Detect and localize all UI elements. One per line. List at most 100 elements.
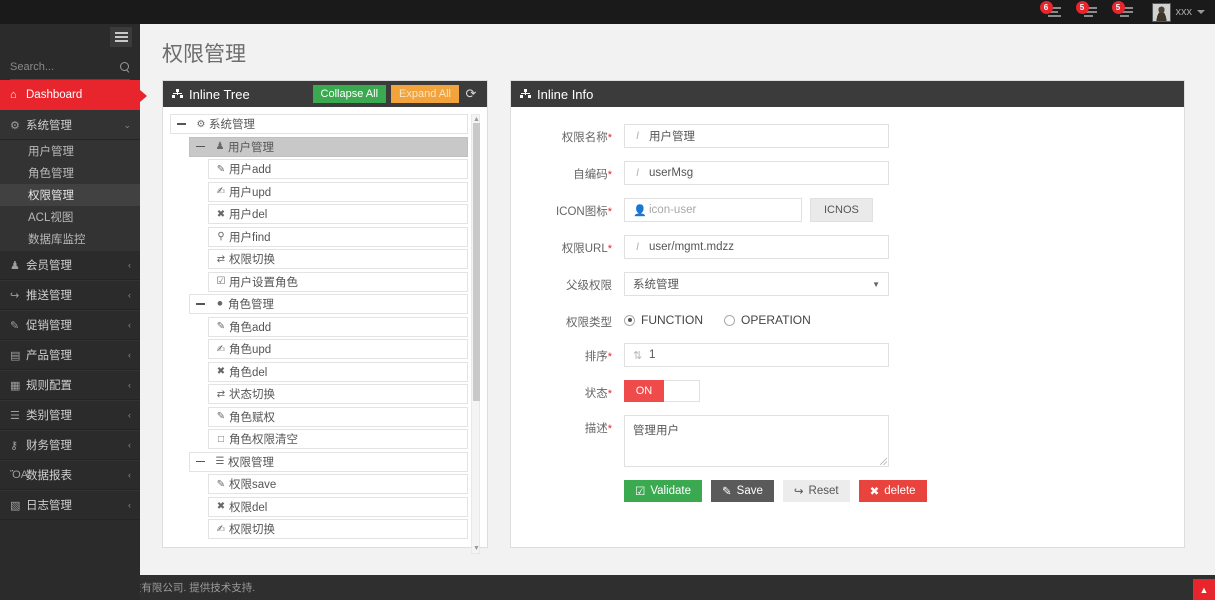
tree-node-label: 角色管理: [228, 299, 274, 311]
scroll-down-icon[interactable]: ▼: [473, 545, 480, 552]
sidebar-item-9[interactable]: ὌA 数据报表 ‹: [0, 460, 140, 490]
tree-scrollbar[interactable]: ▲ ▼: [471, 114, 480, 554]
status-toggle-on-label: ON: [624, 380, 664, 402]
hamburger-icon[interactable]: [110, 27, 132, 47]
chevron-left-icon: ‹: [128, 500, 131, 510]
chevron-left-icon: ‹: [128, 260, 131, 270]
sidebar-subitem-2[interactable]: 权限管理: [0, 184, 140, 206]
collapse-all-button[interactable]: Collapse All: [312, 85, 387, 103]
sidebar-item-label: 规则配置: [26, 380, 72, 392]
search-input[interactable]: [10, 60, 105, 73]
expand-all-button[interactable]: Expand All: [391, 85, 459, 103]
collapse-toggle-icon[interactable]: [196, 145, 205, 148]
parent-label: 父级权限: [566, 280, 612, 292]
tree-node[interactable]: ✍ 权限切换: [208, 519, 468, 539]
collapse-toggle-icon[interactable]: [196, 460, 205, 463]
info-panel-header: Inline Info: [511, 81, 1184, 107]
sidebar-subitem-0[interactable]: 用户管理: [28, 146, 74, 158]
table-icon: ▦: [10, 379, 21, 392]
search-icon[interactable]: [120, 61, 130, 72]
tree-node[interactable]: ✎ 角色add: [208, 316, 468, 337]
refresh-icon[interactable]: ⟳: [465, 86, 477, 101]
validate-button[interactable]: ☑ Validate: [624, 480, 703, 502]
tree-node[interactable]: ✍ 角色upd: [208, 339, 468, 359]
cogs-icon: ⚙: [196, 118, 206, 130]
sidebar-item-3[interactable]: ↪ 推送管理 ‹: [0, 280, 140, 310]
tree-node[interactable]: ☰ 权限管理: [189, 451, 468, 472]
alerts-notification[interactable]: 5: [1111, 0, 1138, 24]
sidebar-subitem-3[interactable]: ACL视图: [28, 212, 74, 224]
radio-dot-icon[interactable]: [724, 314, 735, 326]
user-icon: 👤: [633, 204, 647, 217]
chevron-down-icon: [1197, 10, 1205, 14]
radio-operation[interactable]: OPERATION: [724, 313, 811, 327]
tree-node[interactable]: □ 角色权限清空: [208, 429, 468, 449]
sidebar-search[interactable]: [10, 54, 130, 80]
tree-node[interactable]: ⇄ 状态切换: [208, 384, 468, 404]
sidebar-subitem-1[interactable]: 角色管理: [28, 168, 74, 180]
order-control: ⇅ 1: [624, 343, 1162, 367]
permission-code-input[interactable]: I userMsg: [624, 161, 889, 185]
tree-scrollbar-thumb[interactable]: [473, 123, 480, 401]
tree-node-label: 权限save: [229, 479, 277, 491]
tree-node[interactable]: ✖ 角色del: [208, 361, 468, 382]
radio-function[interactable]: FUNCTION: [624, 313, 703, 327]
sidebar-item-label: 推送管理: [26, 290, 72, 302]
parent-permission-select[interactable]: 系统管理 ▼: [624, 272, 889, 296]
sidebar-item-7[interactable]: ☰ 类别管理 ‹: [0, 400, 140, 430]
desc-label: 描述*: [584, 423, 612, 435]
sidebar-item-1[interactable]: ⚙ 系统管理 ⌄: [0, 110, 140, 140]
sidebar-item-4[interactable]: ✎ 促销管理 ‹: [0, 310, 140, 340]
messages-notification[interactable]: 5: [1075, 0, 1102, 24]
tree-panel-header: Inline Tree Collapse All Expand All ⟳: [163, 81, 487, 107]
tree-node[interactable]: ✖ 用户del: [208, 204, 468, 224]
delete-button[interactable]: ✖ delete: [858, 480, 927, 502]
tree-node[interactable]: ☑ 用户设置角色: [208, 271, 468, 292]
tree-node[interactable]: ✖ 权限del: [208, 496, 468, 517]
tree-node[interactable]: ✎ 用户add: [208, 159, 468, 179]
collapse-toggle-icon[interactable]: [177, 123, 186, 125]
icnos-button[interactable]: ICNOS: [810, 198, 873, 222]
share-icon: ↪: [10, 289, 20, 302]
status-toggle[interactable]: ON: [624, 380, 700, 402]
radio-label: FUNCTION: [641, 313, 703, 327]
sidebar-item-6[interactable]: ▦ 规则配置 ‹: [0, 370, 140, 400]
sidebar-subitem-4[interactable]: 数据库监控: [28, 234, 86, 246]
tree-node[interactable]: ♟ 用户管理: [189, 136, 468, 157]
tree-node-label: 用户find: [229, 231, 271, 244]
tree-node[interactable]: ✎ 权限save: [208, 474, 468, 494]
save-button[interactable]: ✎ Save: [711, 480, 774, 502]
permission-url-value: user/mgmt.mdzz: [649, 241, 734, 253]
sidebar-item-5[interactable]: ▤ 产品管理 ‹: [0, 340, 140, 370]
chevron-down-icon: ▼: [872, 279, 880, 289]
tasks-notification[interactable]: 6: [1039, 0, 1066, 24]
radio-dot-icon[interactable]: [624, 314, 635, 326]
tree-panel-title-wrap: Inline Tree: [172, 87, 308, 102]
permission-name-input[interactable]: I 用户管理: [624, 124, 889, 148]
tree-node-label: 用户del: [229, 209, 268, 221]
box-icon: ▤: [10, 349, 21, 362]
scroll-up-icon[interactable]: ▲: [473, 116, 480, 123]
tree-node[interactable]: ⚲ 用户find: [208, 226, 468, 247]
main-content: 权限管理 Inline Tree Collapse All Expand All…: [140, 24, 1215, 575]
sidebar-item-0[interactable]: ⌂ Dashboard: [0, 80, 147, 110]
tree-node-label: 权限切换: [229, 254, 275, 266]
tree-node[interactable]: ✍ 用户upd: [208, 181, 468, 202]
field-row-type: 权限类型 FUNCTION OPERATION: [511, 309, 1162, 330]
user-menu[interactable]: xxx: [1151, 2, 1210, 22]
sidebar-item-8[interactable]: ⚷ 财务管理 ‹: [0, 430, 140, 460]
permission-url-input[interactable]: I user/mgmt.mdzz: [624, 235, 889, 259]
top-bar: 6 5 5 xxx: [0, 0, 1215, 24]
tree-node[interactable]: ✎ 角色赋权: [208, 406, 468, 427]
reset-button[interactable]: ↪ Reset: [782, 480, 850, 502]
tree-node[interactable]: ⚫ 角色管理: [189, 294, 468, 314]
tree-node[interactable]: ⚙ 系统管理: [170, 114, 468, 134]
description-textarea[interactable]: 管理用户: [624, 415, 889, 467]
chevron-up-icon[interactable]: ▲: [1193, 579, 1215, 600]
collapse-toggle-icon[interactable]: [196, 303, 205, 305]
sidebar-item-2[interactable]: ♟ 会员管理 ‹: [0, 250, 140, 280]
permission-icon-input[interactable]: 👤 icon-user: [624, 198, 802, 222]
tree-node[interactable]: ⇄ 权限切换: [208, 249, 468, 269]
order-stepper-input[interactable]: ⇅ 1: [624, 343, 889, 367]
sidebar-item-10[interactable]: ▧ 日志管理 ‹: [0, 490, 140, 520]
